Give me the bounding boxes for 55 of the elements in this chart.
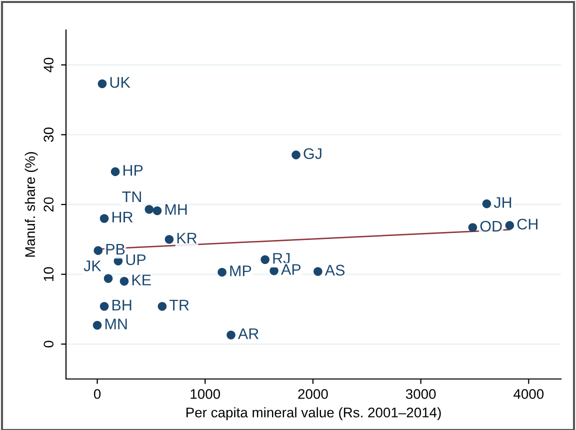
annotation: MN: [105, 318, 127, 330]
y-tick-label: 40: [44, 58, 54, 72]
annotation: JH: [494, 197, 512, 208]
point: [505, 221, 514, 230]
point: [226, 330, 236, 340]
annotation: OD: [480, 220, 502, 232]
x-tick-label: 2000: [298, 389, 328, 399]
y-tick-label: 30: [44, 128, 54, 142]
point: [158, 302, 167, 311]
annotation: BH: [112, 300, 132, 310]
point: [292, 150, 300, 160]
annotation: JK: [84, 260, 102, 272]
annotation: UK: [110, 77, 130, 88]
annotation: HP: [123, 165, 143, 176]
x-tick-label: 0: [94, 389, 101, 399]
annotation: TR: [169, 300, 189, 310]
point: [144, 204, 154, 214]
point: [100, 302, 109, 311]
point: [92, 320, 102, 330]
point: [314, 267, 322, 276]
annotation: TN: [122, 192, 141, 202]
y-tick-label: 0: [44, 340, 54, 348]
point: [104, 274, 113, 283]
point: [260, 255, 270, 264]
point: [100, 214, 109, 223]
annotation: AS: [324, 264, 345, 276]
point: [482, 199, 492, 208]
annotation: KR: [177, 232, 197, 244]
point: [110, 167, 120, 176]
annotation: AR: [238, 328, 258, 339]
point: [164, 235, 174, 244]
annotation: MP: [230, 266, 252, 276]
point: [98, 79, 107, 88]
x-axis-title: Per capita mineral value (Rs. 2001–2014): [186, 407, 441, 420]
annotation: MH: [165, 204, 187, 215]
point: [218, 268, 226, 277]
x-tick-label: 4000: [514, 389, 544, 399]
point: [120, 276, 129, 286]
point: [152, 206, 162, 216]
annotation: HR: [112, 212, 133, 222]
point: [94, 246, 103, 255]
x-tick-label: 1000: [190, 389, 220, 399]
annotation: PB: [106, 244, 125, 255]
y-tick-label: 20: [44, 197, 54, 212]
annotation: AP: [281, 264, 301, 275]
annotation: GJ: [304, 148, 322, 160]
y-tick-label: 10: [44, 267, 54, 281]
point: [270, 266, 278, 276]
annotation: UP: [126, 254, 146, 266]
y-axis-title: Manuf. share (%): [24, 152, 38, 257]
annotation: KE: [132, 274, 151, 286]
annotation: CH: [517, 218, 538, 230]
annotation: RJ: [273, 253, 290, 264]
point: [468, 223, 478, 232]
x-tick-label: 3000: [406, 389, 436, 399]
